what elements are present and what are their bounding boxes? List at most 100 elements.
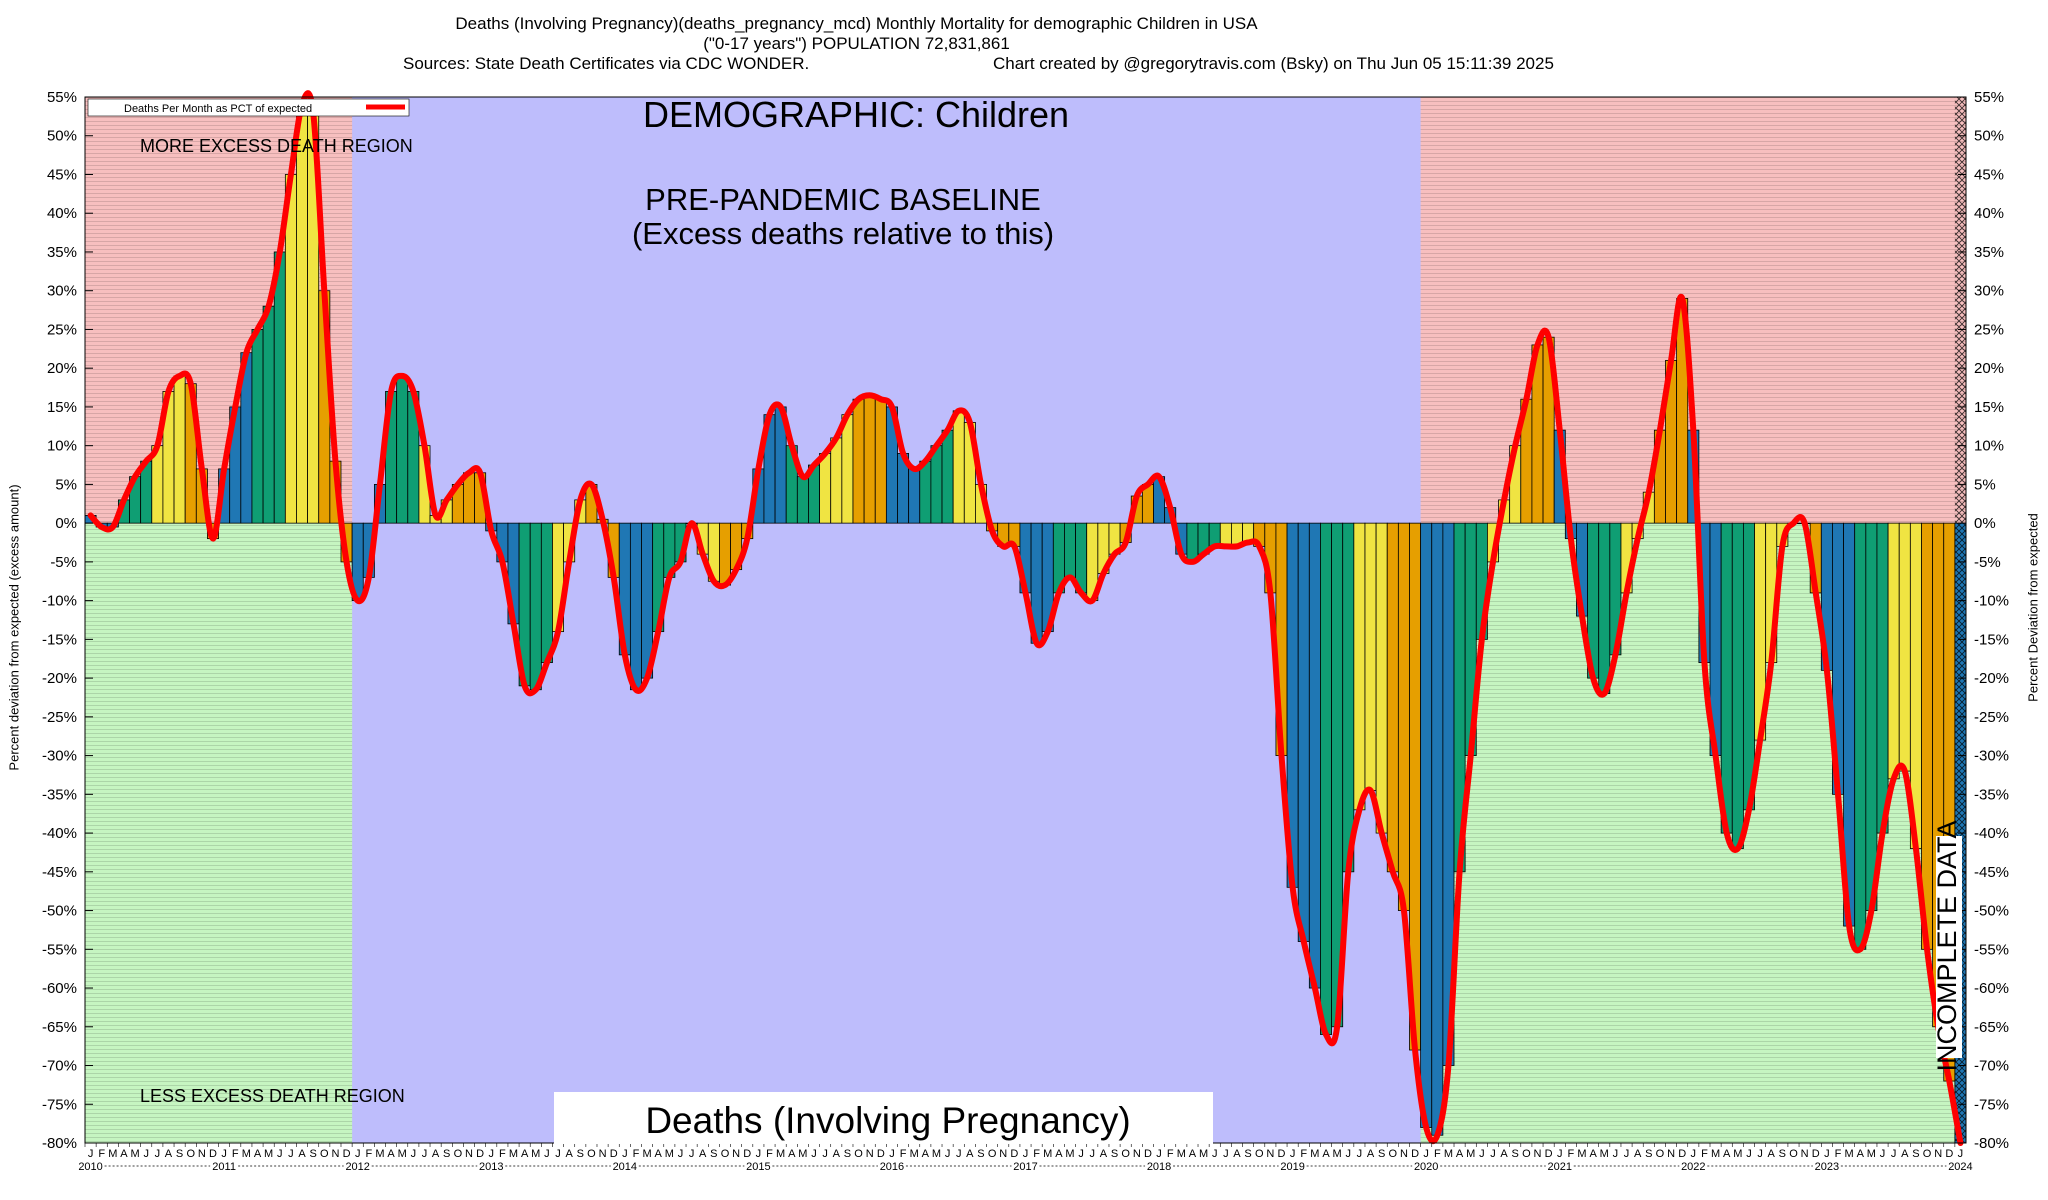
incomplete-data-label-box	[1936, 836, 1962, 1058]
y-tick-label-right: 10%	[1974, 438, 2004, 455]
x-tick-month: J	[1479, 1148, 1485, 1160]
x-tick-month: J	[221, 1148, 227, 1160]
x-tick-year: 2020	[1414, 1161, 1438, 1173]
y-tick-label-right: -40%	[1974, 825, 2009, 842]
x-tick-month: A	[1634, 1148, 1642, 1160]
bar	[1297, 522, 1310, 942]
x-tick-month: D	[1812, 1148, 1820, 1160]
bar	[1064, 522, 1076, 578]
x-tick-year: 2022	[1681, 1161, 1705, 1173]
bar	[284, 174, 297, 524]
x-tick-month: M	[1711, 1148, 1720, 1160]
x-tick-month: M	[1065, 1148, 1074, 1160]
y-tick-label-right: -50%	[1974, 903, 2009, 920]
x-tick-month: J	[544, 1148, 550, 1160]
x-tick-month: O	[1255, 1148, 1264, 1160]
x-tick-month: S	[443, 1148, 450, 1160]
x-tick-month: M	[1867, 1148, 1876, 1160]
x-tick-month: J	[1824, 1148, 1830, 1160]
x-tick-month: M	[1577, 1148, 1586, 1160]
x-tick-month: J	[555, 1148, 561, 1160]
bar	[1353, 522, 1366, 811]
bar	[1186, 522, 1199, 563]
x-tick-month: A	[1857, 1148, 1865, 1160]
x-tick-year: 2011	[212, 1161, 236, 1173]
x-tick-month: F	[1568, 1148, 1575, 1160]
x-tick-month: M	[1466, 1148, 1475, 1160]
incomplete-data-hatch	[1954, 97, 1966, 1143]
x-tick-month: J	[1357, 1148, 1363, 1160]
x-tick-month: A	[1500, 1148, 1508, 1160]
incomplete-data-label: INCOMPLETE DATA	[1932, 820, 1962, 1071]
x-tick-month: J	[422, 1148, 428, 1160]
x-tick-month: J	[1223, 1148, 1229, 1160]
x-tick-month: J	[811, 1148, 817, 1160]
y-tick-label-left: 50%	[47, 128, 77, 145]
x-tick-month: F	[1300, 1148, 1307, 1160]
y-tick-label-left: 20%	[47, 360, 77, 377]
x-tick-month: J	[1212, 1148, 1218, 1160]
x-tick-month: F	[1835, 1148, 1842, 1160]
x-tick-month: S	[710, 1148, 717, 1160]
y-tick-label-left: -70%	[42, 1058, 77, 1075]
x-tick-year: 2017	[1013, 1161, 1037, 1173]
x-tick-month: D	[476, 1148, 484, 1160]
x-tick-month: N	[1266, 1148, 1274, 1160]
y-tick-label-left: -55%	[42, 941, 77, 958]
y-tick-label-left: -25%	[42, 709, 77, 726]
y-tick-label-right: 0%	[1974, 515, 1996, 532]
y-tick-label-left: 55%	[47, 89, 77, 106]
x-tick-month: J	[1557, 1148, 1563, 1160]
y-tick-label-left: 40%	[47, 205, 77, 222]
bar	[830, 437, 843, 524]
y-tick-label-left: -20%	[42, 670, 77, 687]
x-tick-month: J	[956, 1148, 962, 1160]
series-line-pct-expected	[87, 90, 1964, 1146]
x-tick-month: A	[1768, 1148, 1776, 1160]
bar	[819, 453, 832, 524]
x-tick-year: 2012	[345, 1161, 369, 1173]
y-tick-label-right: -10%	[1974, 593, 2009, 610]
x-tick-month: M	[1444, 1148, 1453, 1160]
x-tick-month: A	[699, 1148, 707, 1160]
y-tick-label-left: -60%	[42, 980, 77, 997]
legend-label: Deaths Per Month as PCT of expected	[124, 103, 312, 115]
x-tick-month: A	[788, 1148, 796, 1160]
x-tick-month: S	[577, 1148, 584, 1160]
x-tick-month: O	[854, 1148, 863, 1160]
x-tick-month: J	[678, 1148, 684, 1160]
x-tick-month: J	[1613, 1148, 1619, 1160]
x-tick-month: M	[1043, 1148, 1052, 1160]
x-tick-year: 2015	[746, 1161, 770, 1173]
y-tick-label-right: -65%	[1974, 1019, 2009, 1036]
x-tick-month: J	[143, 1148, 149, 1160]
x-tick-month: J	[411, 1148, 417, 1160]
y-tick-label-right: -70%	[1974, 1058, 2009, 1075]
x-tick-month: F	[1434, 1148, 1441, 1160]
less-excess-region-label: LESS EXCESS DEATH REGION	[140, 1086, 405, 1106]
x-tick-month: M	[242, 1148, 251, 1160]
x-tick-month: M	[1845, 1148, 1854, 1160]
x-tick-month: J	[889, 1148, 895, 1160]
x-tick-month: A	[298, 1148, 306, 1160]
x-tick-month: J	[756, 1148, 762, 1160]
bar	[874, 398, 887, 524]
bar	[1364, 522, 1377, 791]
x-tick-month: O	[1121, 1148, 1130, 1160]
x-tick-month: S	[1779, 1148, 1786, 1160]
y-tick-label-right: -15%	[1974, 631, 2009, 648]
y-tick-label-left: 25%	[47, 321, 77, 338]
x-tick-month: A	[1456, 1148, 1464, 1160]
bar	[1431, 522, 1444, 1136]
x-tick-month: O	[1389, 1148, 1398, 1160]
bar	[1921, 522, 1934, 950]
y-tick-label-right: 50%	[1974, 128, 2004, 145]
x-tick-month: N	[1667, 1148, 1675, 1160]
x-tick-month: A	[1589, 1148, 1597, 1160]
bar	[529, 522, 542, 691]
x-tick-month: N	[465, 1148, 473, 1160]
chart-header-credit: Chart created by @gregorytravis.com (Bsk…	[993, 54, 1554, 73]
x-tick-month: D	[1411, 1148, 1419, 1160]
x-tick-year: 2019	[1280, 1161, 1304, 1173]
